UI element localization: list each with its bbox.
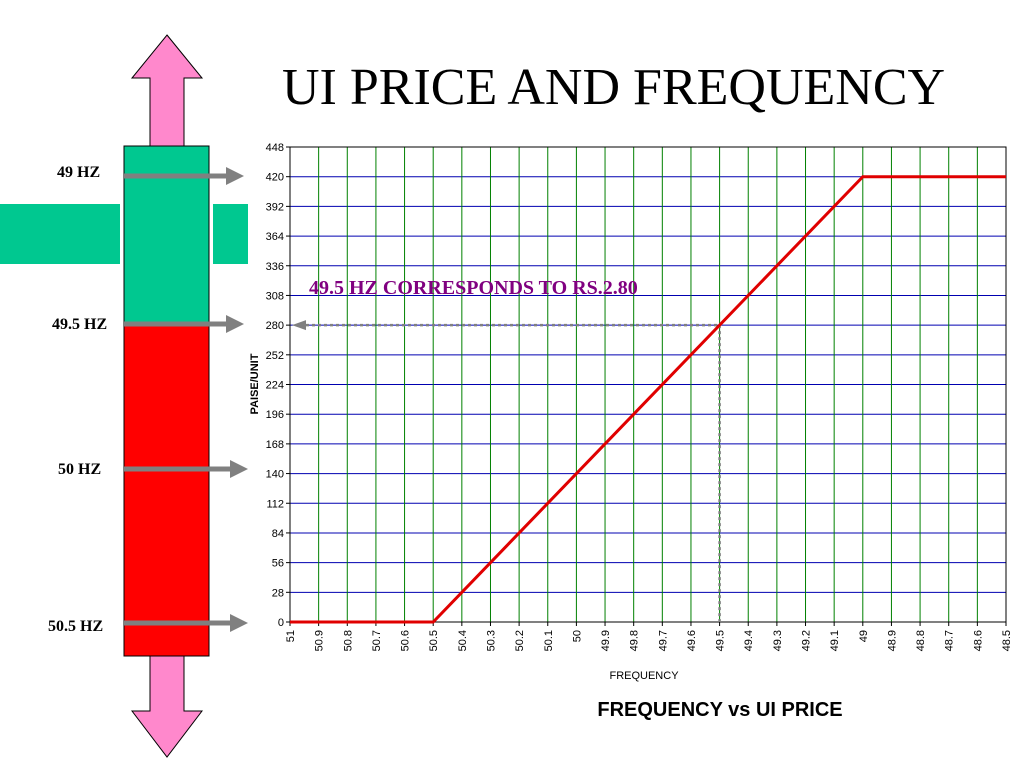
y-tick-label: 84: [272, 528, 284, 540]
x-tick-label: 48.5: [1001, 630, 1013, 651]
x-tick-label: 50: [571, 630, 583, 642]
y-tick-label: 308: [266, 290, 284, 302]
pointer-arrow-icon: [226, 167, 244, 185]
x-tick-label: 49.8: [629, 630, 641, 651]
marker-50-5: 50.5 HZ: [48, 614, 248, 635]
annotation-guides: [292, 320, 721, 622]
x-tick-label: 48.9: [886, 630, 898, 651]
pointer-arrow-icon: [226, 315, 244, 333]
y-tick-label: 112: [266, 498, 284, 510]
x-tick-label: 49.6: [686, 630, 698, 651]
y-axis-label: PAISE/UNIT: [249, 353, 261, 414]
frequency-indicator: 49 HZ 49.5 HZ 50 HZ 50.5 HZ: [0, 34, 248, 758]
series-line: [290, 175, 1006, 624]
x-tick-label: 49.9: [600, 630, 612, 651]
pointer-arrow-icon: [230, 614, 248, 632]
x-tick-label: 49: [858, 630, 870, 642]
y-tick-label: 448: [266, 142, 284, 154]
x-tick-label: 49.5: [715, 630, 727, 651]
x-tick-label: 50.5: [428, 630, 440, 651]
slide-title: UI PRICE AND FREQUENCY: [282, 59, 946, 116]
y-tick-label: 336: [266, 261, 284, 273]
x-tick-label: 48.8: [915, 630, 927, 651]
y-tick-label: 28: [272, 587, 284, 599]
y-tick-label: 0: [278, 617, 284, 629]
y-tick-label: 56: [272, 558, 284, 570]
x-tick-label: 50.2: [514, 630, 526, 651]
x-tick-label: 48.7: [944, 630, 956, 651]
marker-49-5: 49.5 HZ: [52, 315, 244, 333]
y-tick-label: 252: [266, 350, 284, 362]
marker-label: 49.5 HZ: [52, 316, 107, 333]
annotation-text: 49.5 HZ CORRESPONDS TO RS.2.80: [309, 277, 638, 299]
x-tick-label: 50.1: [543, 630, 555, 651]
y-axis-ticks: 0 28 56 84 112 140 168 196 224 252 280 308 336 364 392…: [266, 142, 290, 629]
series-layer: [290, 175, 1006, 624]
x-tick-label: 50.9: [314, 630, 326, 651]
y-tick-label: 392: [266, 201, 284, 213]
x-tick-label: 50.3: [485, 630, 497, 651]
marker-49: 49 HZ: [57, 164, 244, 185]
marker-label: 50.5 HZ: [48, 618, 103, 635]
x-axis-label: FREQUENCY: [609, 670, 679, 682]
band-right-piece: [213, 204, 248, 264]
y-tick-label: 420: [266, 172, 284, 184]
marker-label: 49 HZ: [57, 164, 100, 181]
x-tick-label: 49.3: [772, 630, 784, 651]
x-tick-label: 50.4: [457, 630, 469, 651]
y-tick-label: 140: [266, 469, 284, 481]
x-tick-label: 49.2: [801, 630, 813, 651]
x-axis-ticks: 51 50.9 50.8 50.7 50.6 50.5 50.4 50.3 50.2 50.1 50…: [285, 622, 1013, 651]
y-tick-label: 364: [266, 231, 284, 243]
x-tick-label: 51: [285, 630, 297, 642]
x-tick-label: 49.1: [829, 630, 841, 651]
y-tick-label: 196: [266, 409, 284, 421]
x-tick-label: 48.6: [972, 630, 984, 651]
x-tick-label: 50.6: [400, 630, 412, 651]
y-tick-label: 224: [266, 380, 284, 392]
x-tick-label: 50.7: [371, 630, 383, 651]
x-tick-label: 50.8: [342, 630, 354, 651]
pointer-arrow-icon: [230, 460, 248, 478]
band-lower: [123, 325, 210, 657]
y-tick-label: 280: [266, 320, 284, 332]
y-tick-label: 168: [266, 439, 284, 451]
down-arrow-icon: [130, 655, 204, 758]
marker-label: 50 HZ: [58, 461, 101, 478]
x-tick-label: 49.7: [657, 630, 669, 651]
x-tick-label: 49.4: [743, 630, 755, 651]
chart-caption: FREQUENCY vs UI PRICE: [597, 699, 842, 721]
chart-grid: [289, 146, 1007, 623]
marker-50: 50 HZ: [58, 460, 248, 478]
guide-arrowhead-icon: [292, 320, 306, 331]
band-left-piece: [0, 204, 120, 264]
